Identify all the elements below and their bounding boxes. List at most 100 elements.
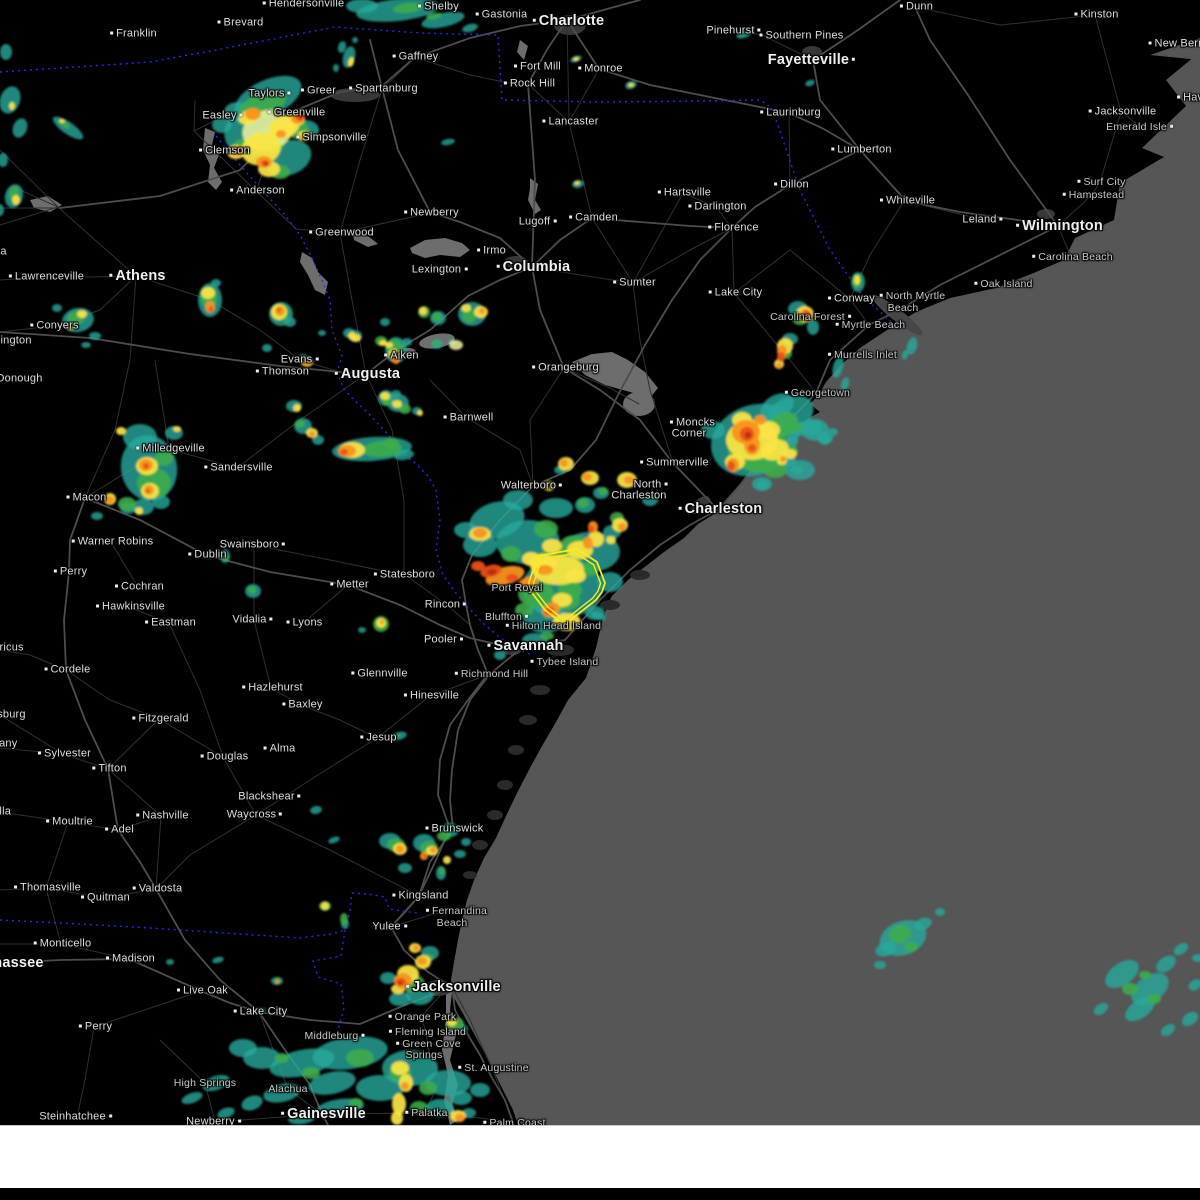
city-dot	[71, 539, 75, 543]
city-label: Alma	[261, 743, 296, 755]
city-dot	[879, 198, 883, 202]
radar-cell	[560, 459, 568, 467]
city-dot	[760, 110, 764, 114]
city-dot	[542, 119, 546, 123]
radar-cell	[819, 435, 831, 445]
city-label: Glennville	[348, 668, 407, 680]
city-label: Waycross	[227, 809, 285, 821]
city-dot	[999, 217, 1003, 221]
city-dot	[200, 754, 204, 758]
city-label: High Springs	[173, 1076, 237, 1089]
city-dot	[487, 643, 491, 647]
radar-cell	[494, 650, 506, 660]
city-dot	[505, 623, 509, 627]
radar-cell	[312, 435, 324, 445]
radar-cell	[807, 319, 819, 335]
radar-cell	[77, 310, 87, 318]
city-label: Cordele	[42, 664, 91, 676]
radar-cell	[854, 275, 860, 285]
radar-cell	[303, 360, 311, 366]
radar-cell	[1147, 994, 1161, 1004]
city-dot	[92, 766, 96, 770]
city-label: Perry	[76, 1021, 112, 1033]
city-dot	[230, 188, 234, 192]
city-dot	[403, 924, 407, 928]
city-dot	[46, 819, 50, 823]
city-dot	[708, 225, 712, 229]
radar-cell	[393, 2, 423, 14]
city-label: Jesup	[357, 732, 396, 744]
radar-cell	[0, 44, 12, 60]
city-label: Lyons	[284, 617, 323, 629]
radar-cell	[380, 972, 396, 984]
radar-cell	[89, 332, 101, 340]
city-dot	[66, 495, 70, 499]
radar-cell	[181, 1091, 203, 1105]
radar-cell	[1181, 1011, 1199, 1027]
city-dot	[688, 204, 692, 208]
radar-cell	[544, 606, 554, 616]
city-label: Brunswick	[423, 823, 484, 835]
warning-polygon-ring[interactable]	[528, 548, 606, 627]
radar-cell	[515, 603, 533, 617]
lakes-water	[30, 40, 658, 1125]
city-label: Blackshear	[238, 791, 303, 803]
radar-cell	[382, 398, 392, 406]
city-label: Dublin	[185, 549, 226, 561]
city-dot	[286, 620, 290, 624]
radar-cell	[309, 431, 315, 437]
city-label: Lake City	[231, 1006, 288, 1018]
city-label: Live Oak	[174, 985, 228, 997]
radar-cell	[582, 473, 592, 481]
radar-cell	[1160, 1023, 1176, 1037]
radar-cell	[393, 357, 397, 361]
city-dot	[14, 885, 18, 889]
city-label: Palatka	[402, 1108, 448, 1119]
city-label: Tallahassee	[0, 954, 44, 971]
radar-cell	[642, 494, 658, 506]
city-label: Gaffney	[390, 51, 439, 63]
city-label: Bluffton	[485, 612, 531, 623]
radar-cell	[439, 867, 445, 875]
radar-cell	[874, 961, 886, 969]
severe-warning-polygon[interactable]	[528, 548, 606, 627]
city-dot	[204, 465, 208, 469]
radar-cell	[618, 523, 626, 531]
city-dot	[1169, 124, 1173, 128]
radar-cell	[288, 1111, 316, 1125]
radar-cell	[777, 352, 785, 362]
radar-cell	[393, 733, 401, 739]
city-label: Americus	[0, 641, 24, 654]
radar-cell	[276, 130, 286, 138]
warning-polygon-ring[interactable]	[533, 552, 602, 622]
city-label: Sylvester	[35, 748, 91, 760]
city-label: Conyers	[27, 320, 78, 332]
radar-cell	[352, 37, 358, 43]
radar-cell	[426, 12, 442, 20]
radar-cell	[701, 421, 725, 439]
radar-cell	[462, 23, 478, 33]
city-dot	[262, 1, 266, 5]
city-dot	[53, 569, 57, 573]
radar-cell	[479, 308, 485, 314]
map-canvas[interactable]: Marietta Hendersonville Brevard Franklin She…	[0, 0, 1200, 1126]
city-dot	[425, 826, 429, 830]
city-label: Charlotte	[530, 14, 604, 29]
city-label: Dunn	[897, 1, 933, 13]
city-label: Irmo	[474, 245, 506, 257]
radar-cell	[262, 344, 272, 352]
radar-cell	[297, 131, 311, 141]
page-background	[0, 1126, 1200, 1188]
radar-cell	[401, 1082, 409, 1090]
city-label: Perry	[51, 566, 87, 578]
city-label: Columbia	[494, 260, 571, 275]
radar-cell	[399, 404, 411, 414]
ocean	[451, 38, 1200, 1125]
radar-cell	[380, 318, 390, 326]
city-dot	[132, 716, 136, 720]
roads-major	[0, 0, 1059, 1125]
radar-cell	[59, 119, 65, 123]
radar-cell	[12, 118, 28, 138]
radar-cell	[828, 428, 838, 436]
city-label: Jacksonville	[1086, 106, 1157, 118]
